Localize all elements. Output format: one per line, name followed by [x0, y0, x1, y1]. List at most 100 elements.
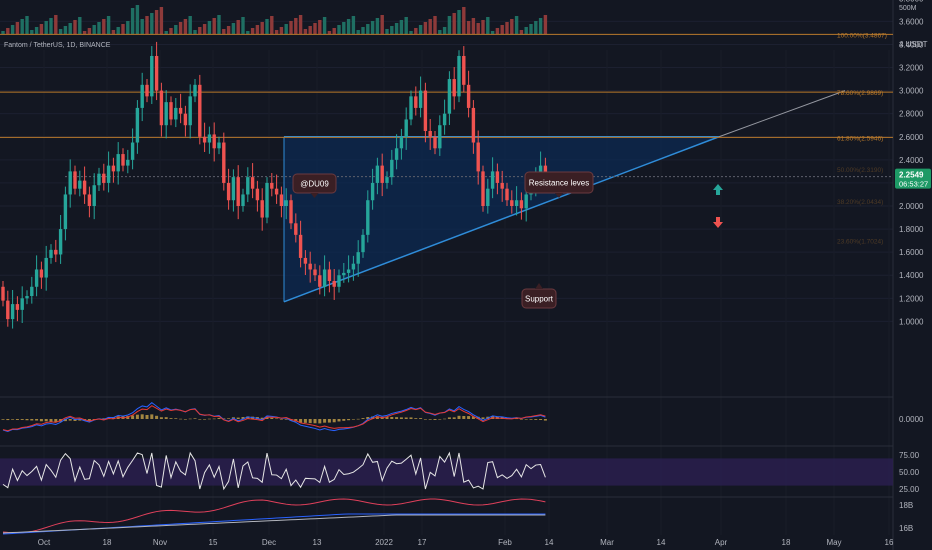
current-price-label: 2.2549 [899, 171, 924, 180]
bottom-axis-label: 16B [899, 524, 913, 533]
volume-bar [202, 24, 207, 34]
candle-body [495, 171, 500, 183]
volume-bar [490, 31, 495, 34]
price-axis: 3.8000 3.6000 3.4000 3.2000 3.0000 2.8000 2.60… [895, 0, 931, 326]
volume-bar [6, 28, 10, 34]
candle-body [188, 96, 192, 126]
support-trendline[interactable] [283, 136, 720, 303]
volume-bar [140, 19, 144, 34]
candle-body [106, 165, 111, 183]
candle-body [154, 55, 159, 91]
volume-bar [274, 30, 279, 34]
volume-bar [505, 22, 509, 34]
candle-body [111, 165, 116, 172]
annotation-callout[interactable]: Resistance leves [524, 171, 594, 198]
annotations[interactable]: @DU09 Resistance leves Support [292, 171, 594, 309]
macd-histogram-bar [471, 416, 475, 419]
macd-histogram-bar [515, 418, 519, 420]
volume-bar [255, 25, 260, 34]
candle-body [351, 263, 356, 270]
candle-body [433, 136, 437, 149]
annotation-callout[interactable]: @DU09 [292, 173, 337, 198]
rsi-axis-label: 25.00 [899, 485, 920, 494]
macd-axis-label: 0.0000 [899, 415, 924, 424]
fib-retracement[interactable]: 100.00%(3.4867) 78.60%(2.9869) 61.80%(2.59… [0, 32, 893, 245]
candle-body [481, 171, 485, 206]
macd-histogram-bar [87, 419, 91, 421]
macd-histogram-bar [30, 419, 34, 421]
volume-bar [164, 31, 168, 34]
candle-body [298, 234, 303, 258]
volume-bar [514, 16, 519, 34]
rsi-pane: 75.00 50.00 25.00 [0, 445, 920, 494]
macd-histogram-bar [6, 419, 10, 421]
volume-bar [92, 25, 96, 34]
candle-body [289, 200, 293, 224]
projection-line[interactable] [718, 90, 846, 138]
volume-bar [346, 19, 351, 34]
candle-body [452, 79, 456, 97]
candle-body [169, 102, 173, 120]
volume-bar [543, 15, 548, 34]
candle-body [466, 84, 471, 108]
macd-histogram-bar [529, 419, 533, 420]
candle-body [385, 177, 389, 183]
macd-histogram-bar [78, 419, 82, 421]
candle-body [87, 194, 92, 206]
direction-arrows [713, 184, 723, 228]
macd-histogram-bar [337, 419, 341, 422]
volume-bar [97, 22, 101, 34]
volume-bar [102, 19, 106, 34]
candle-body [198, 84, 202, 137]
volume-bar [130, 8, 135, 34]
volume-bar [409, 31, 413, 34]
volume-bar [30, 30, 34, 34]
candle-body [73, 171, 77, 189]
candle-body [342, 272, 346, 276]
candle-body [462, 55, 466, 85]
volume-bar [159, 7, 164, 34]
candle-body [438, 125, 442, 149]
volume-bar [34, 27, 39, 34]
candle-body [207, 134, 212, 143]
fib-level-label: 50.00%(2.3190) [837, 167, 883, 174]
macd-histogram-bar [481, 417, 485, 419]
volume-bar [212, 18, 216, 34]
macd-histogram-bar [246, 416, 250, 419]
candle-body [510, 200, 514, 206]
macd-histogram-bar [399, 417, 403, 419]
time-tick-label: 15 [209, 538, 218, 547]
annotation-callout[interactable]: Support [521, 283, 557, 309]
candle-body [116, 154, 120, 172]
candle-body [318, 275, 322, 287]
price-tick-label: 2.8000 [899, 110, 924, 119]
candle-body [322, 269, 327, 287]
volume-bar [87, 28, 92, 34]
price-tick-label: 2.6000 [899, 133, 924, 142]
bottom-line-red [2, 498, 546, 534]
macd-histogram-bar [299, 419, 303, 423]
rsi-band [0, 458, 893, 486]
ascending-triangle[interactable] [283, 90, 846, 303]
volume-bar [217, 15, 221, 34]
candle-body [524, 194, 528, 209]
volume-bar [145, 16, 149, 34]
volume-bar [318, 20, 322, 34]
callout-tail [310, 193, 319, 198]
candle-body [63, 194, 68, 230]
volume-bar [313, 23, 317, 34]
candle-body [34, 269, 39, 287]
macd-histogram-bar [351, 419, 355, 420]
candle-body [366, 200, 370, 235]
candle-body [164, 102, 168, 126]
volume-bar [25, 16, 29, 34]
candle-body [519, 200, 524, 209]
candle-body [102, 173, 106, 183]
candle-body [121, 154, 125, 166]
time-tick-label: 17 [418, 538, 427, 547]
price-axis-unit: 4 USDT [899, 40, 928, 49]
volume-bar [178, 22, 183, 34]
volume-bar [423, 22, 428, 34]
volume-bar [73, 20, 77, 34]
